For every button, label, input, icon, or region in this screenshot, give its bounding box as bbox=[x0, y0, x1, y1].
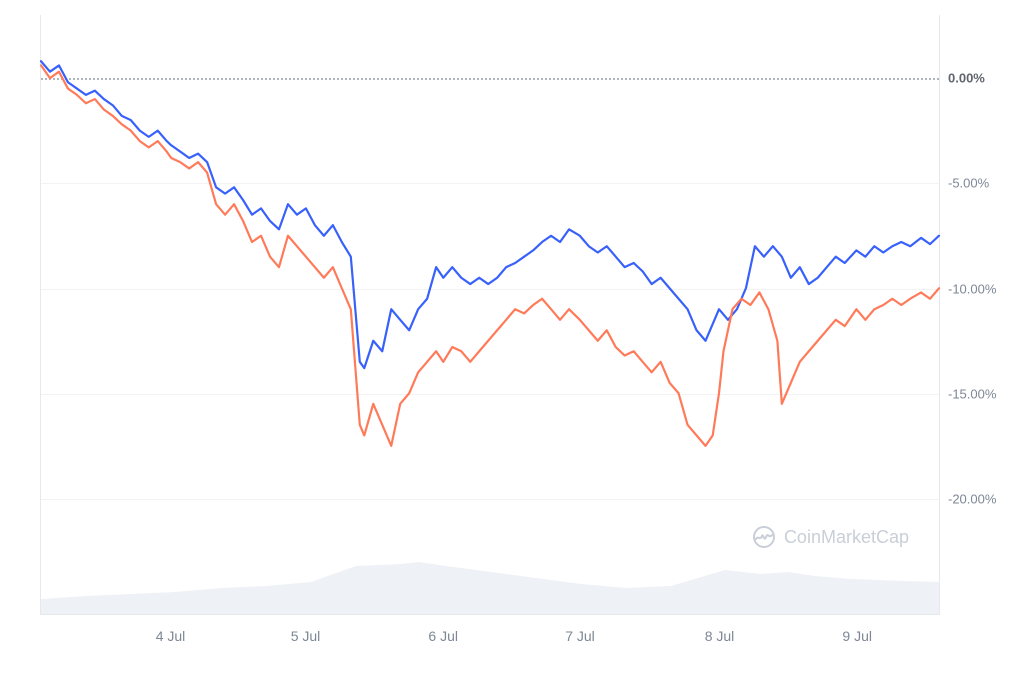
x-axis-label: 6 Jul bbox=[428, 628, 458, 644]
y-axis-label: -5.00% bbox=[948, 176, 1018, 191]
series-blue bbox=[41, 61, 939, 368]
x-axis-label: 9 Jul bbox=[842, 628, 872, 644]
y-axis-label: -15.00% bbox=[948, 386, 1018, 401]
y-axis-label: -20.00% bbox=[948, 492, 1018, 507]
coinmarketcap-icon bbox=[752, 525, 776, 549]
y-axis-label: 0.00% bbox=[948, 71, 1018, 86]
x-axis-label: 5 Jul bbox=[291, 628, 321, 644]
series-orange bbox=[41, 65, 939, 445]
x-axis-label: 8 Jul bbox=[705, 628, 735, 644]
y-axis-label: -10.00% bbox=[948, 281, 1018, 296]
x-axis-label: 7 Jul bbox=[565, 628, 595, 644]
watermark: CoinMarketCap bbox=[752, 525, 909, 549]
chart-container: CoinMarketCap 0.00% -5.00% -10.00% -15.00% -… bbox=[0, 0, 1024, 683]
watermark-text: CoinMarketCap bbox=[784, 527, 909, 548]
x-axis-label: 4 Jul bbox=[156, 628, 186, 644]
plot-area[interactable]: CoinMarketCap bbox=[40, 15, 940, 615]
